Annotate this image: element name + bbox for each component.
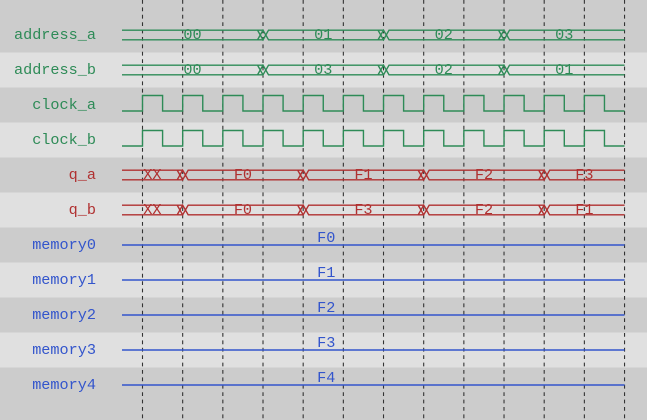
svg-text:F1: F1: [575, 201, 593, 219]
svg-text:03: 03: [314, 61, 332, 79]
svg-text:memory4: memory4: [32, 376, 96, 394]
svg-text:F0: F0: [317, 229, 335, 247]
svg-text:clock_a: clock_a: [32, 96, 96, 114]
svg-text:F1: F1: [354, 166, 372, 184]
svg-text:F2: F2: [317, 299, 335, 317]
svg-text:F0: F0: [234, 201, 252, 219]
svg-text:F0: F0: [234, 166, 252, 184]
svg-text:XX: XX: [143, 201, 161, 219]
svg-text:memory3: memory3: [32, 341, 96, 359]
svg-text:02: 02: [435, 61, 453, 79]
svg-text:01: 01: [555, 61, 573, 79]
svg-text:clock_b: clock_b: [32, 131, 96, 149]
svg-text:F4: F4: [317, 369, 335, 387]
svg-text:memory2: memory2: [32, 306, 96, 324]
svg-text:memory1: memory1: [32, 271, 96, 289]
svg-text:00: 00: [183, 61, 201, 79]
svg-text:q_a: q_a: [69, 166, 96, 184]
svg-text:address_a: address_a: [14, 26, 96, 44]
svg-text:F2: F2: [475, 166, 493, 184]
svg-text:03: 03: [555, 26, 573, 44]
svg-text:02: 02: [435, 26, 453, 44]
svg-text:00: 00: [183, 26, 201, 44]
svg-text:F3: F3: [354, 201, 372, 219]
svg-text:q_b: q_b: [69, 201, 96, 219]
svg-text:F3: F3: [317, 334, 335, 352]
svg-text:F2: F2: [475, 201, 493, 219]
svg-text:F3: F3: [575, 166, 593, 184]
svg-text:01: 01: [314, 26, 332, 44]
svg-text:memory0: memory0: [32, 236, 96, 254]
svg-text:address_b: address_b: [14, 61, 96, 79]
svg-text:F1: F1: [317, 264, 335, 282]
svg-text:XX: XX: [143, 166, 161, 184]
